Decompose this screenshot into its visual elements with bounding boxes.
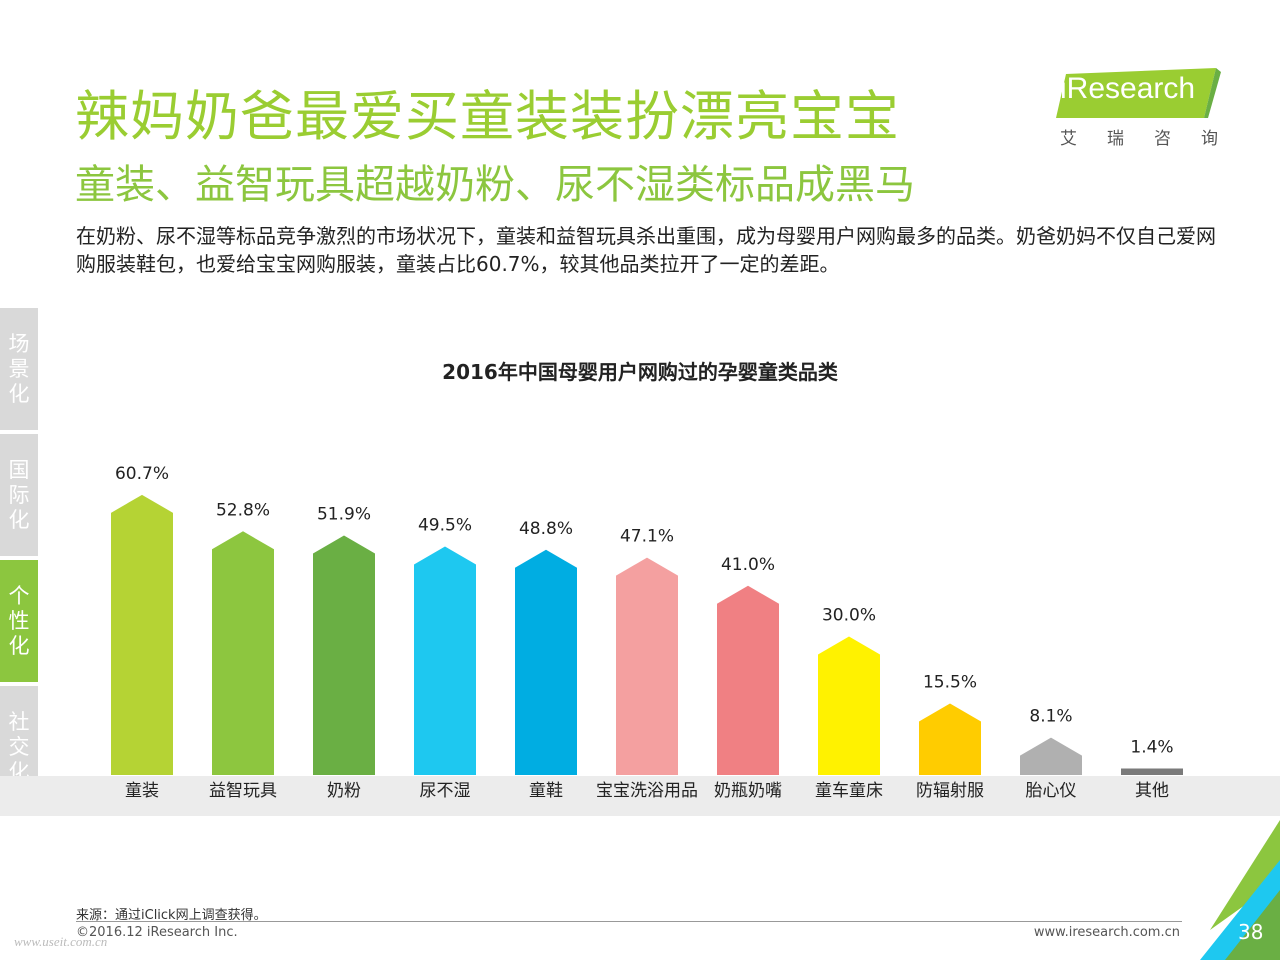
iresearch-logo-icon: [1056, 68, 1221, 118]
bar-7: [818, 636, 880, 775]
footer-url[interactable]: www.iresearch.com.cn: [1033, 925, 1180, 940]
value-label: 49.5%: [418, 516, 472, 536]
value-label: 15.5%: [923, 672, 977, 692]
category-label: 尿不湿: [420, 781, 471, 801]
side-nav-label: 国际化: [8, 457, 30, 532]
bar-6: [717, 585, 779, 775]
bar-3: [414, 546, 476, 775]
category-label: 防辐射服: [916, 781, 984, 801]
value-label: 41.0%: [721, 555, 775, 575]
page-subtitle: 童装、益智玩具超越奶粉、尿不湿类标品成黑马: [75, 162, 915, 208]
value-label: 30.0%: [822, 606, 876, 626]
corner-decoration-icon: [1200, 820, 1280, 960]
bar-0: [111, 494, 173, 775]
value-label: 1.4%: [1130, 738, 1173, 758]
bar-1: [212, 531, 274, 775]
value-label: 52.8%: [216, 500, 270, 520]
category-label: 其他: [1135, 781, 1169, 801]
page-title: 辣妈奶爸最爱买童装装扮漂亮宝宝: [75, 85, 900, 148]
category-label: 胎心仪: [1026, 781, 1077, 801]
bar-9: [1020, 737, 1082, 775]
category-label: 奶粉: [327, 781, 361, 801]
logo-subtext: 艾瑞咨询: [1060, 129, 1248, 149]
bar-2: [313, 535, 375, 775]
side-nav-item-international[interactable]: 国际化: [0, 434, 38, 556]
bar-4: [515, 549, 577, 775]
value-label: 48.8%: [519, 519, 573, 539]
category-label: 奶瓶奶嘴: [714, 781, 782, 801]
page-description: 在奶粉、尿不湿等标品竞争激烈的市场状况下，童装和益智玩具杀出重围，成为母婴用户网…: [76, 224, 1216, 276]
side-nav-item-personalized[interactable]: 个性化: [0, 560, 38, 682]
watermark-text: www.useit.com.cn: [14, 934, 108, 949]
category-label: 宝宝洗浴用品: [596, 781, 698, 801]
bar-chart: 60.7% 童装 52.8% 益智玩具 51.9% 奶粉 49.5% 尿不湿 48.8% 童鞋 47…: [111, 464, 1183, 801]
value-label: 47.1%: [620, 527, 674, 547]
logo-text: iResearch: [1060, 72, 1196, 105]
side-nav-label: 个性化: [8, 583, 30, 658]
side-nav-label: 社交化: [8, 709, 30, 784]
page-number: 38: [1238, 920, 1264, 944]
category-label: 童车童床: [815, 781, 883, 801]
bar-5: [616, 557, 678, 775]
chart-title: 2016年中国母婴用户网购过的孕婴童类品类: [442, 360, 838, 384]
category-label: 益智玩具: [209, 781, 277, 801]
side-nav-label: 场景化: [8, 331, 30, 406]
bar-10: [1121, 768, 1183, 775]
category-band: [0, 776, 1280, 816]
copyright-text: ©2016.12 iResearch Inc.: [76, 925, 238, 940]
footer-divider: [76, 921, 1182, 922]
source-note: 来源：通过iClick网上调查获得。: [76, 908, 267, 923]
side-nav-item-scene[interactable]: 场景化: [0, 308, 38, 430]
value-label: 51.9%: [317, 504, 371, 524]
category-label: 童装: [125, 781, 159, 801]
category-label: 童鞋: [529, 781, 563, 801]
value-label: 60.7%: [115, 464, 169, 484]
bar-8: [919, 703, 981, 775]
value-label: 8.1%: [1029, 707, 1072, 727]
